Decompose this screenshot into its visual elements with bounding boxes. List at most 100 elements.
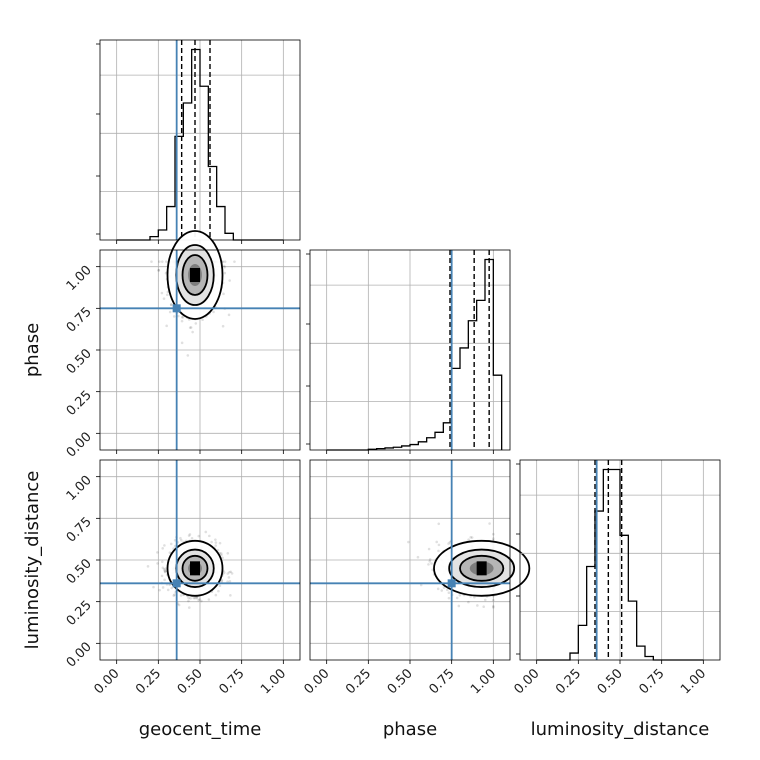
sample-point — [483, 598, 487, 602]
sample-point — [220, 578, 224, 582]
x-axis-label-geocent_time: geocent_time — [139, 719, 262, 740]
sample-point — [226, 551, 230, 555]
sample-point — [160, 574, 164, 578]
panel-luminosity_distance-luminosity_distance — [516, 459, 721, 664]
contour-line — [166, 230, 224, 320]
sample-point — [427, 547, 431, 551]
sample-point — [228, 279, 231, 282]
sample-point — [156, 562, 159, 565]
sample-point — [169, 303, 173, 306]
sample-point — [467, 600, 470, 604]
sample-point — [181, 315, 185, 319]
sample-point — [208, 534, 211, 538]
sample-point — [488, 522, 491, 525]
contour-line — [181, 554, 209, 582]
sample-point — [180, 319, 184, 323]
sample-point — [163, 570, 167, 574]
sample-point — [446, 588, 449, 592]
y-tick-label: 0.25 — [64, 388, 95, 419]
sample-point — [189, 326, 193, 329]
sample-point — [227, 576, 231, 579]
sample-point — [187, 534, 191, 537]
sample-point — [165, 324, 168, 328]
sample-point — [416, 555, 420, 559]
sample-point — [214, 593, 218, 597]
y-tick-label: 1.00 — [64, 263, 95, 294]
sample-point — [220, 552, 223, 555]
x-tick-label: 0.00 — [301, 666, 332, 697]
sample-point — [152, 585, 155, 589]
sample-point — [227, 313, 231, 317]
y-tick-label: 0.50 — [64, 346, 95, 377]
sample-point — [469, 536, 473, 539]
x-tick-label: 0.50 — [385, 666, 416, 697]
sample-point — [194, 322, 198, 325]
sample-point — [192, 596, 196, 600]
sample-point — [161, 566, 165, 570]
contour-line — [433, 539, 531, 597]
sample-point — [160, 291, 164, 295]
sample-point — [186, 354, 190, 357]
sample-point — [173, 593, 176, 596]
sample-point — [221, 556, 224, 560]
sample-point — [218, 584, 222, 587]
sample-point — [195, 596, 198, 599]
sample-point — [204, 530, 208, 534]
sample-point — [187, 596, 190, 600]
sample-point — [492, 606, 495, 609]
contour-line — [459, 554, 505, 582]
sample-point — [146, 565, 150, 568]
sample-point — [198, 597, 201, 601]
sample-point — [180, 538, 183, 542]
sample-point — [168, 551, 172, 554]
sample-point — [197, 534, 201, 538]
sample-point — [229, 570, 233, 574]
sample-point — [223, 571, 226, 574]
sample-point — [214, 544, 218, 547]
sample-point — [447, 596, 451, 600]
sample-point — [165, 260, 168, 263]
sample-point — [473, 595, 476, 599]
x-tick-label: 0.75 — [426, 666, 457, 697]
sample-point — [419, 583, 423, 587]
sample-point — [233, 260, 236, 263]
sample-point — [170, 586, 174, 590]
x-tick-label: 0.25 — [343, 666, 374, 697]
sample-point — [218, 541, 222, 545]
sample-point — [222, 264, 226, 268]
histogram-phase — [326, 258, 503, 451]
sample-point — [169, 542, 173, 546]
sample-point — [437, 549, 440, 553]
panel-geocent_time-phase — [96, 230, 301, 454]
sample-point — [200, 599, 203, 603]
sample-point — [156, 551, 159, 554]
sample-point — [179, 536, 182, 540]
sample-point — [161, 560, 164, 564]
sample-point — [180, 315, 184, 319]
sample-point — [437, 522, 441, 526]
sample-point — [164, 567, 167, 570]
x-tick-label: 0.00 — [511, 666, 542, 697]
sample-point — [482, 605, 485, 609]
sample-point — [492, 598, 495, 602]
panel-geocent_time-geocent_time — [96, 39, 301, 244]
sample-point — [437, 543, 441, 547]
truth-marker — [172, 579, 181, 588]
sample-point — [467, 538, 470, 541]
y-tick-label: 0.00 — [64, 640, 95, 671]
sample-point — [228, 570, 231, 574]
sample-point — [455, 596, 459, 600]
sample-point — [214, 541, 218, 544]
sample-point — [448, 540, 452, 544]
sample-point — [407, 540, 410, 544]
x-tick-label: 0.50 — [595, 666, 626, 697]
x-tick-label: 0.25 — [133, 666, 164, 697]
panel-phase-phase — [306, 249, 511, 454]
sample-point — [226, 572, 230, 575]
sample-point — [161, 547, 164, 550]
truth-marker — [447, 579, 456, 588]
sample-point — [193, 596, 197, 600]
sample-point — [222, 292, 225, 296]
sample-point — [187, 606, 191, 609]
y-axis-label-phase: phase — [22, 323, 43, 377]
